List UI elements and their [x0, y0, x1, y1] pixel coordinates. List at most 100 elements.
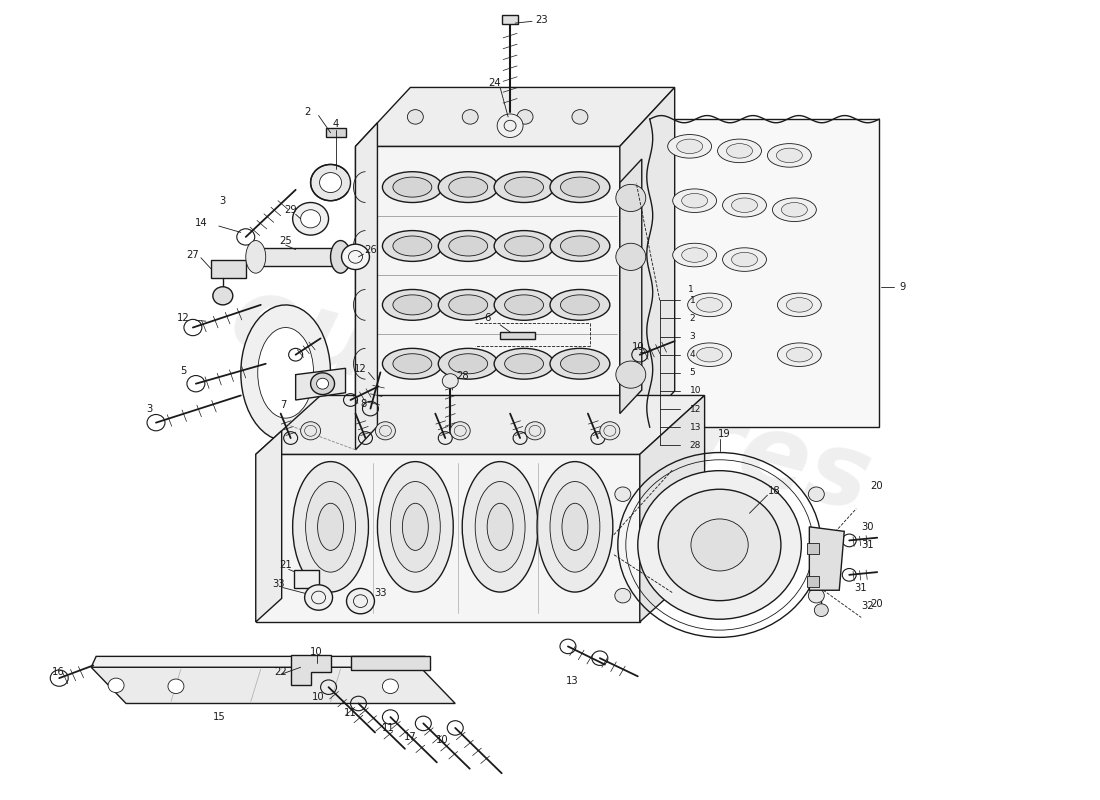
Polygon shape — [619, 87, 674, 450]
Ellipse shape — [449, 295, 487, 315]
Ellipse shape — [449, 177, 487, 197]
Circle shape — [808, 487, 824, 502]
Ellipse shape — [717, 139, 761, 162]
Ellipse shape — [257, 327, 314, 418]
Text: 11: 11 — [382, 723, 395, 733]
Ellipse shape — [561, 177, 600, 197]
Ellipse shape — [377, 462, 453, 592]
Ellipse shape — [438, 348, 498, 379]
Polygon shape — [619, 159, 641, 414]
Polygon shape — [91, 656, 426, 667]
Polygon shape — [355, 87, 674, 146]
Text: 9: 9 — [899, 282, 905, 292]
Circle shape — [616, 243, 646, 270]
Ellipse shape — [390, 482, 440, 572]
Ellipse shape — [494, 348, 554, 379]
Circle shape — [310, 165, 351, 201]
Polygon shape — [650, 119, 879, 427]
Polygon shape — [255, 395, 705, 454]
Ellipse shape — [562, 503, 587, 550]
Circle shape — [600, 422, 619, 440]
Ellipse shape — [537, 462, 613, 592]
Text: 25: 25 — [279, 235, 292, 246]
Ellipse shape — [723, 248, 767, 271]
Circle shape — [341, 244, 370, 270]
Text: 18: 18 — [768, 486, 781, 495]
Circle shape — [300, 422, 320, 440]
Text: 13: 13 — [565, 676, 579, 686]
Ellipse shape — [449, 354, 487, 374]
Text: 1: 1 — [688, 285, 693, 294]
Text: 5: 5 — [179, 366, 186, 376]
Ellipse shape — [505, 295, 543, 315]
Polygon shape — [255, 454, 640, 622]
Text: 8: 8 — [361, 398, 366, 409]
Circle shape — [572, 110, 587, 124]
Circle shape — [407, 110, 424, 124]
Text: 15: 15 — [212, 712, 226, 722]
Text: 10: 10 — [436, 734, 449, 745]
Text: 5: 5 — [690, 368, 695, 378]
Text: 12: 12 — [177, 313, 189, 322]
Text: 19: 19 — [718, 430, 730, 439]
Text: 31: 31 — [855, 583, 867, 594]
Ellipse shape — [668, 134, 712, 158]
Ellipse shape — [403, 503, 428, 550]
Ellipse shape — [494, 290, 554, 320]
Text: 4: 4 — [332, 118, 339, 129]
Ellipse shape — [781, 202, 807, 217]
Ellipse shape — [673, 243, 716, 267]
Text: 26: 26 — [364, 245, 377, 254]
Polygon shape — [296, 368, 345, 400]
Circle shape — [300, 210, 320, 228]
Circle shape — [814, 604, 828, 617]
Circle shape — [320, 173, 341, 193]
Text: 3: 3 — [220, 196, 225, 206]
Bar — [807, 543, 820, 554]
Polygon shape — [211, 259, 245, 278]
Circle shape — [616, 184, 646, 211]
Ellipse shape — [505, 236, 543, 256]
Ellipse shape — [786, 347, 812, 362]
Ellipse shape — [383, 290, 442, 320]
Text: 20: 20 — [870, 481, 882, 491]
Circle shape — [517, 110, 534, 124]
Circle shape — [305, 585, 332, 610]
Ellipse shape — [383, 230, 442, 262]
Text: 1: 1 — [690, 296, 695, 305]
Ellipse shape — [768, 144, 812, 167]
Circle shape — [213, 286, 233, 305]
Text: 32: 32 — [861, 601, 873, 610]
Ellipse shape — [494, 230, 554, 262]
Text: 31: 31 — [861, 540, 873, 550]
Ellipse shape — [550, 172, 609, 202]
Ellipse shape — [688, 343, 732, 366]
Circle shape — [293, 202, 329, 235]
Circle shape — [383, 679, 398, 694]
Text: 33: 33 — [374, 588, 387, 598]
Ellipse shape — [682, 248, 707, 262]
Text: 12: 12 — [690, 405, 701, 414]
Text: 27: 27 — [187, 250, 199, 260]
Circle shape — [525, 422, 544, 440]
Ellipse shape — [682, 194, 707, 208]
Ellipse shape — [383, 172, 442, 202]
Circle shape — [638, 470, 802, 619]
Text: 29: 29 — [284, 205, 297, 214]
Circle shape — [168, 679, 184, 694]
Text: 6: 6 — [484, 314, 491, 323]
Bar — [502, 15, 518, 24]
Text: 21: 21 — [279, 560, 292, 570]
Circle shape — [658, 490, 781, 601]
Text: 4: 4 — [690, 350, 695, 359]
Text: 7: 7 — [280, 399, 287, 410]
Polygon shape — [355, 146, 619, 450]
Text: 2: 2 — [305, 107, 311, 117]
Text: 30: 30 — [861, 522, 873, 532]
Text: eurospares: eurospares — [219, 266, 881, 534]
Ellipse shape — [777, 148, 802, 162]
Ellipse shape — [550, 230, 609, 262]
Ellipse shape — [494, 172, 554, 202]
Circle shape — [375, 422, 395, 440]
Text: 28: 28 — [690, 441, 701, 450]
